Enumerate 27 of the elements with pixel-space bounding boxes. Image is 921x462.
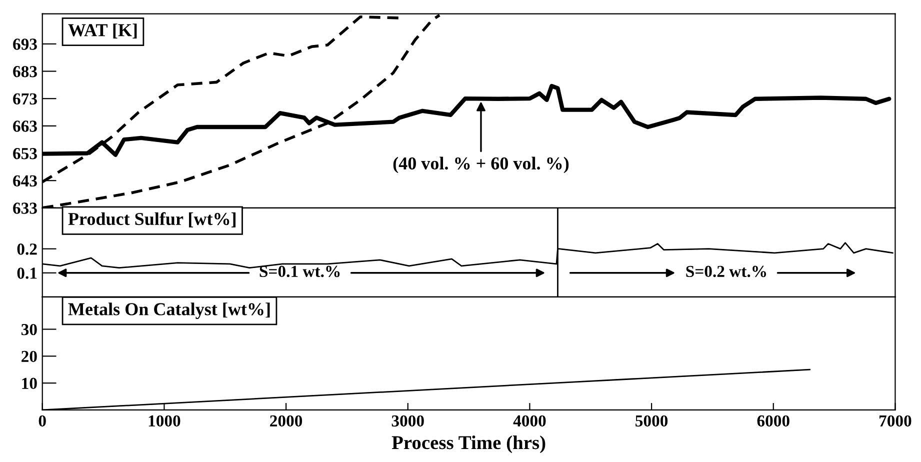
- annotation: S=0.1 wt.%: [260, 266, 340, 278]
- y-tick-label: 653: [13, 148, 37, 160]
- y-tick-label: 663: [13, 120, 37, 132]
- x-tick-label: 5000: [636, 415, 668, 427]
- x-tick-label: 3000: [392, 415, 424, 427]
- annotation: S=0.2 wt.%: [686, 266, 766, 278]
- chart-title: WAT [K]: [68, 24, 137, 39]
- annotation: (40 vol. % + 60 vol. %): [393, 156, 569, 174]
- y-tick-label: 10: [22, 378, 37, 390]
- y-tick-label: 0.2: [17, 244, 37, 255]
- x-tick-label: 4000: [513, 415, 546, 427]
- x-tick-label: 1000: [148, 415, 180, 427]
- y-tick-label: 673: [13, 93, 37, 105]
- y-tick-label: 0.1: [17, 268, 37, 279]
- y-tick-label: 683: [13, 66, 37, 78]
- x-tick-label: 0: [38, 415, 46, 427]
- x-tick-label: 6000: [757, 415, 790, 427]
- y-tick-label: 643: [13, 175, 37, 187]
- chart-title: Metals On Catalyst [wt%]: [68, 302, 270, 320]
- chart-title: Product Sulfur [wt%]: [68, 212, 236, 228]
- y-tick-label: 30: [21, 324, 37, 336]
- x-tick-label: 7000: [880, 415, 912, 427]
- y-tick-label: 633: [13, 202, 37, 214]
- y-tick-label: 20: [22, 350, 37, 362]
- x-axis-title: Process Time (hrs): [392, 436, 546, 454]
- y-tick-label: 693: [13, 38, 37, 50]
- x-tick-label: 2000: [270, 415, 302, 427]
